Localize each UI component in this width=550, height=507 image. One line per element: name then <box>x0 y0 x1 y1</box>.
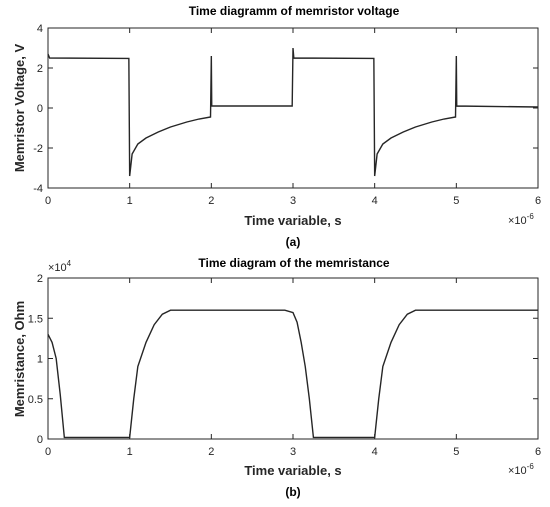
x-tick-label: 4 <box>372 195 378 207</box>
x-exponent-label: ×10-6 <box>508 212 534 227</box>
y-tick-label: 0 <box>37 434 43 446</box>
chart-title: Time diagram of the memristance <box>198 256 390 270</box>
y-ticks: -4 -2 0 2 4 <box>33 23 538 195</box>
subfigure-label: (a) <box>286 235 301 249</box>
y-tick-label: -2 <box>33 143 43 155</box>
plot-frame <box>47 277 539 440</box>
x-tick-label: 1 <box>127 195 133 207</box>
y-ticks: 0 0.5 1 1.5 2 <box>28 273 538 446</box>
y-tick-label: 0 <box>37 103 43 115</box>
x-axis-label: Time variable, s <box>244 213 341 228</box>
x-tick-label: 4 <box>372 446 378 458</box>
subfigure-label: (b) <box>285 485 300 499</box>
y-tick-label: -4 <box>33 183 43 195</box>
y-tick-label: 0.5 <box>28 394 43 406</box>
x-tick-label: 0 <box>45 195 51 207</box>
x-tick-label: 6 <box>535 195 541 207</box>
x-tick-label: 6 <box>535 446 541 458</box>
x-tick-label: 5 <box>453 446 459 458</box>
y-exponent-label: ×104 <box>48 259 72 274</box>
x-tick-label: 3 <box>290 195 296 207</box>
y-tick-label: 1.5 <box>28 313 43 325</box>
x-ticks: 0 1 2 3 4 5 6 <box>45 278 541 458</box>
y-axis-label: Memristance, Ohm <box>12 301 27 417</box>
y-tick-label: 4 <box>37 23 43 35</box>
series-line <box>47 47 539 177</box>
x-axis-label: Time variable, s <box>244 463 341 478</box>
y-axis-label: Memristor Voltage, V <box>12 43 27 172</box>
y-tick-label: 2 <box>37 63 43 75</box>
x-tick-label: 2 <box>208 195 214 207</box>
x-tick-label: 0 <box>45 446 51 458</box>
x-tick-label: 2 <box>208 446 214 458</box>
series-line <box>47 309 538 439</box>
y-tick-label: 1 <box>37 354 43 366</box>
x-tick-label: 3 <box>290 446 296 458</box>
x-exponent-label: ×10-6 <box>508 462 534 477</box>
memristance-chart: Time diagram of the memristance ×104 0 1 2… <box>12 256 541 499</box>
x-ticks: 0 1 2 3 4 5 6 <box>45 28 541 207</box>
y-tick-label: 2 <box>37 273 43 285</box>
voltage-chart: Time diagramm of memristor voltage 0 1 2 3 4… <box>12 4 541 249</box>
x-tick-label: 1 <box>127 446 133 458</box>
x-tick-label: 5 <box>453 195 459 207</box>
chart-title: Time diagramm of memristor voltage <box>189 4 400 18</box>
